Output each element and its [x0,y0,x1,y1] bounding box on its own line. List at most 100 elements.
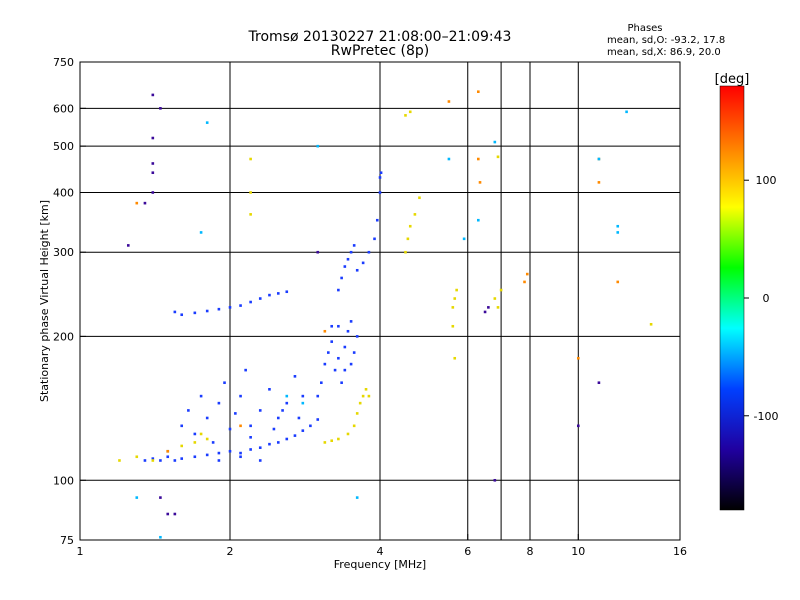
data-point [337,437,340,441]
data-point [234,412,237,415]
phases-title: Phases [627,23,662,34]
data-point [205,437,209,441]
data-point [337,288,340,292]
colorbar-tick-label: 100 [756,174,777,187]
data-point [597,381,601,385]
data-point [316,394,320,398]
x-tick-label: 6 [464,545,471,558]
y-tick-label: 500 [53,140,74,153]
data-point [281,409,284,412]
data-point [151,93,155,97]
grid [80,62,680,540]
data-point [343,265,347,268]
data-point [151,171,155,175]
data-point [118,459,121,462]
data-point [293,434,297,437]
data-point [406,237,410,241]
data-point [316,250,320,254]
x-axis: 1 2 4 6 8 10 16 [77,534,687,558]
data-point [408,224,412,228]
y-tick-label: 200 [53,330,74,343]
data-point [249,436,252,439]
data-point [346,257,350,261]
data-point [340,276,343,280]
data-point [493,140,497,144]
data-point [349,320,353,323]
data-point [378,176,382,179]
data-point [166,455,170,459]
data-point [346,329,350,333]
data-point [193,432,197,436]
data-point [404,114,407,117]
data-point [330,340,334,343]
data-point [576,356,580,360]
data-point [343,368,347,372]
y-tick-label: 300 [53,246,74,259]
data-point [239,394,242,398]
data-point [404,250,407,254]
colorbar-tick-label: 0 [763,292,770,305]
data-point [355,268,359,272]
x-tick-label: 8 [527,545,534,558]
data-point [447,100,451,103]
data-point [285,401,289,405]
data-point [293,375,297,378]
data-point [285,394,289,398]
data-point [499,288,503,292]
y-tick-label: 100 [53,474,74,487]
data-point [217,401,221,405]
data-point [151,162,155,165]
data-point [453,297,457,300]
data-point [355,412,359,415]
data-point [239,304,242,307]
data-point [447,157,451,161]
data-point [301,429,305,432]
data-point [375,218,379,222]
colorbar [719,85,745,511]
data-point [249,448,252,451]
data-point [180,457,184,460]
data-point [151,136,155,140]
data-point [493,297,497,300]
data-point [249,213,252,216]
x-tick-label: 4 [377,545,384,558]
data-point [193,455,197,459]
data-point [301,401,305,405]
data-point [525,272,529,276]
data-point [239,424,242,428]
data-point [159,535,162,539]
data-point [597,181,601,184]
data-point [239,451,242,455]
data-point [576,424,580,428]
data-point [320,381,323,385]
data-point [268,293,271,297]
data-point [258,446,262,449]
data-point [151,459,155,462]
colorbar-label: [deg] [715,72,750,87]
y-tick-label: 750 [53,56,74,69]
x-tick-label: 2 [227,545,234,558]
data-point [349,362,353,366]
data-point [217,451,221,455]
data-point [205,453,209,457]
data-point [346,432,350,436]
data-point [173,310,177,314]
data-point [364,388,368,391]
data-point [180,424,184,428]
data-points [118,90,653,539]
data-point [496,306,500,309]
data-point [340,381,343,385]
data-point [244,368,247,372]
data-point [418,196,421,200]
phases-x-line: mean, sd,X: 86.9, 20.0 [607,47,721,58]
data-point [126,244,130,247]
data-point [217,459,221,462]
data-point [352,424,356,428]
data-point [135,496,139,499]
data-point [193,311,197,315]
data-point [205,121,209,124]
data-point [143,201,147,205]
data-point [323,362,327,366]
data-point [205,309,209,313]
data-point [349,250,353,254]
